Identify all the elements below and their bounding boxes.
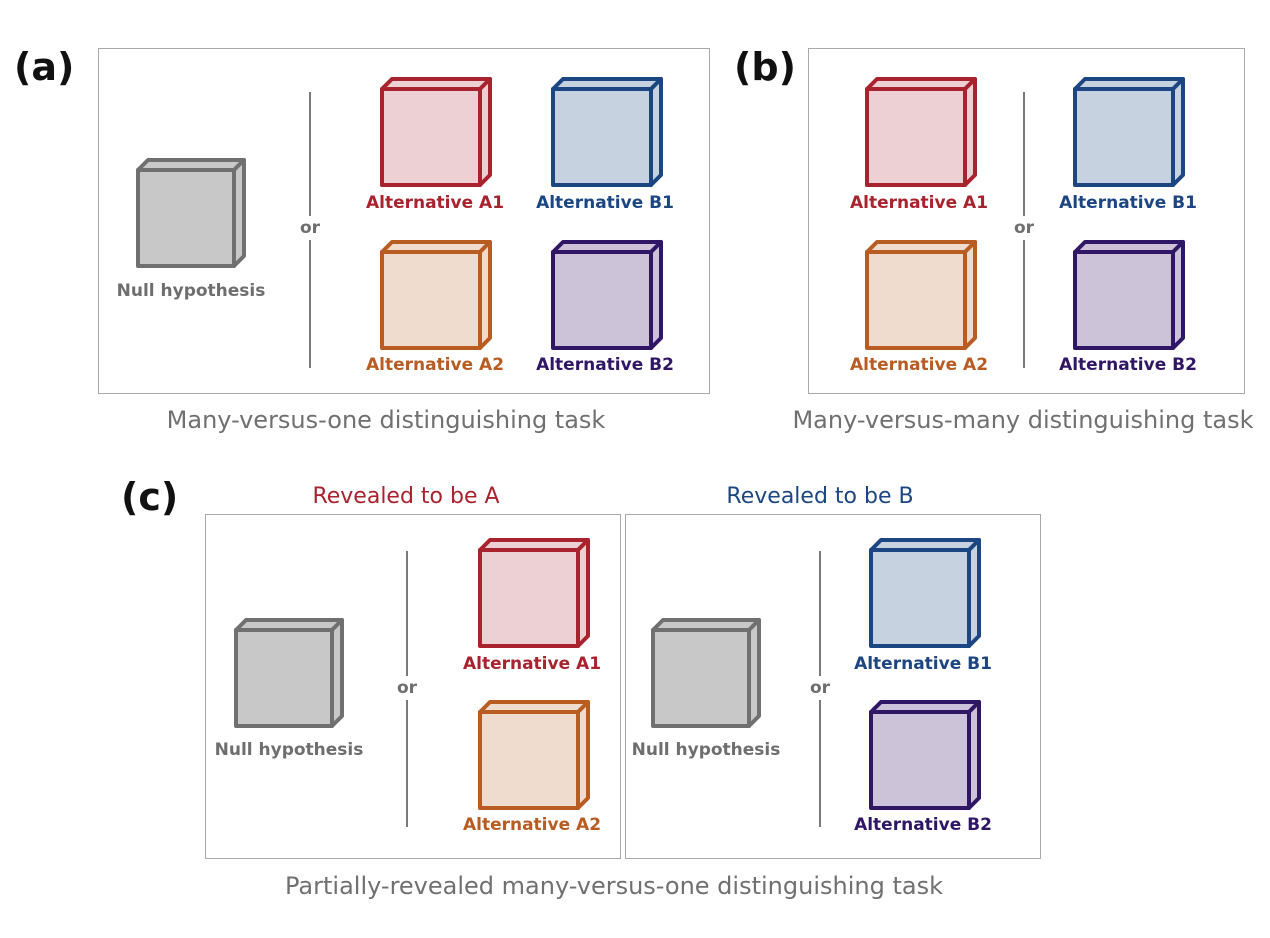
null-hypothesis-label-c-left: Null hypothesis — [214, 740, 364, 760]
panel-b-caption: Many-versus-many distinguishing task — [792, 406, 1254, 434]
alternative-b1-cube-b — [1073, 77, 1185, 187]
panel-b-label: (b) — [734, 45, 796, 89]
panel-b-frame — [808, 48, 1245, 394]
revealed-a-heading: Revealed to be A — [312, 484, 500, 509]
null-hypothesis-cube-a — [136, 158, 246, 268]
alternative-a1-label-a: Alternative A1 — [365, 193, 505, 213]
panel-c-left-frame — [205, 514, 621, 859]
alternative-a1-cube-b — [865, 77, 977, 187]
null-hypothesis-cube-c-right — [651, 618, 761, 728]
alternative-b1-label-b: Alternative B1 — [1059, 193, 1197, 213]
panel-a-frame — [98, 48, 710, 394]
alternative-b2-cube-a — [551, 240, 663, 350]
panel-a-caption: Many-versus-one distinguishing task — [166, 406, 606, 434]
alternative-a2-cube-b — [865, 240, 977, 350]
alternative-a1-cube-a — [380, 77, 492, 187]
alternative-b1-label-c: Alternative B1 — [854, 654, 992, 674]
alternative-b2-label-c: Alternative B2 — [854, 815, 992, 835]
alternative-a1-cube-c — [478, 538, 590, 648]
alternative-b2-cube-b — [1073, 240, 1185, 350]
or-text-c-left: or — [396, 676, 418, 700]
alternative-a2-label-c: Alternative A2 — [462, 815, 602, 835]
panel-c-right-frame — [625, 514, 1041, 859]
panel-c-caption: Partially-revealed many-versus-one disti… — [285, 872, 943, 900]
or-text-a: or — [299, 216, 321, 240]
null-hypothesis-label-c-right: Null hypothesis — [631, 740, 781, 760]
panel-a-label: (a) — [14, 45, 75, 89]
null-hypothesis-label-a: Null hypothesis — [116, 281, 266, 301]
alternative-b1-cube-c — [869, 538, 981, 648]
alternative-a2-cube-a — [380, 240, 492, 350]
alternative-b2-cube-c — [869, 700, 981, 810]
alternative-a2-cube-c — [478, 700, 590, 810]
alternative-b2-label-b: Alternative B2 — [1059, 355, 1197, 375]
alternative-b1-label-a: Alternative B1 — [536, 193, 674, 213]
alternative-a2-label-b: Alternative A2 — [849, 355, 989, 375]
null-hypothesis-cube-c-left — [234, 618, 344, 728]
panel-c-label: (c) — [121, 475, 179, 519]
alternative-b2-label-a: Alternative B2 — [536, 355, 674, 375]
alternative-a1-label-c: Alternative A1 — [462, 654, 602, 674]
alternative-a2-label-a: Alternative A2 — [365, 355, 505, 375]
alternative-a1-label-b: Alternative A1 — [849, 193, 989, 213]
alternative-b1-cube-a — [551, 77, 663, 187]
or-text-b: or — [1013, 216, 1035, 240]
revealed-b-heading: Revealed to be B — [726, 484, 914, 509]
or-text-c-right: or — [809, 676, 831, 700]
